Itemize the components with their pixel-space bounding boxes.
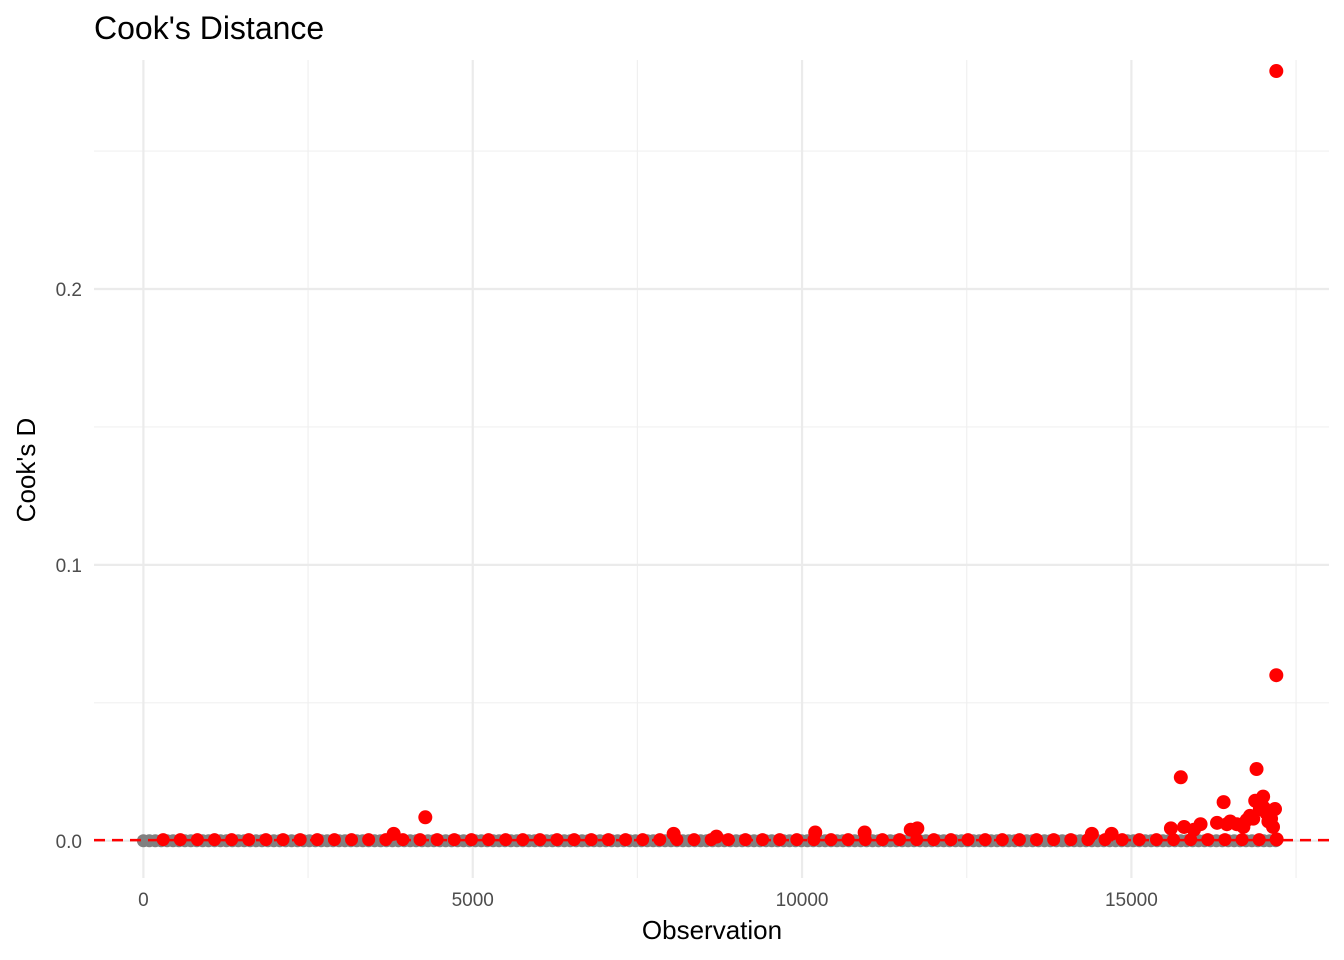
y-tick-label: 0.2: [56, 280, 82, 301]
point-influential: [482, 833, 496, 847]
x-tick-label: 5000: [452, 890, 494, 911]
point-influential: [499, 833, 513, 847]
point-influential: [808, 825, 823, 840]
point-influential: [927, 833, 941, 847]
grid: [94, 60, 1329, 878]
x-tick-label: 10000: [776, 890, 829, 911]
point-influential: [1104, 826, 1119, 841]
point-influential: [584, 833, 598, 847]
point-influential: [1256, 789, 1271, 804]
point-influential: [1266, 819, 1281, 834]
point-influential: [666, 826, 681, 841]
point-influential: [173, 833, 187, 847]
point-influential: [386, 826, 401, 841]
point-influential: [1084, 826, 1099, 841]
point-influential: [841, 833, 855, 847]
point-influential: [857, 825, 872, 840]
point-influential: [1269, 64, 1284, 79]
point-influential: [464, 833, 478, 847]
influential-points: [156, 64, 1284, 847]
point-influential: [1218, 833, 1232, 847]
point-influential: [533, 833, 547, 847]
point-influential: [1235, 833, 1249, 847]
x-tick-label: 0: [138, 890, 149, 911]
point-influential: [1267, 802, 1282, 817]
point-influential: [1193, 817, 1208, 832]
point-influential: [1201, 833, 1215, 847]
point-influential: [910, 821, 925, 836]
point-influential: [190, 833, 204, 847]
x-axis-title: Observation: [642, 915, 782, 945]
point-influential: [225, 833, 239, 847]
x-axis-ticks: 0 5000 10000 15000: [138, 890, 1158, 911]
point-influential: [1269, 668, 1284, 683]
chart-title: Cook's Distance: [94, 10, 324, 46]
point-influential: [875, 833, 889, 847]
point-influential: [1163, 821, 1178, 836]
x-tick-label: 15000: [1105, 890, 1158, 911]
point-influential: [1173, 770, 1188, 785]
point-influential: [550, 833, 564, 847]
point-influential: [1167, 833, 1181, 847]
point-influential: [567, 833, 581, 847]
point-influential: [893, 833, 907, 847]
point-influential: [824, 833, 838, 847]
point-influential: [208, 833, 222, 847]
y-axis-ticks: 0.0 0.1 0.2: [56, 280, 82, 853]
point-influential: [910, 833, 924, 847]
point-influential: [709, 829, 724, 844]
point-influential: [156, 833, 170, 847]
y-tick-label: 0.1: [56, 556, 82, 577]
point-influential: [516, 833, 530, 847]
point-influential: [1249, 762, 1264, 777]
y-tick-label: 0.0: [56, 832, 82, 853]
y-axis-title: Cook's D: [11, 418, 41, 523]
point-influential: [1269, 832, 1284, 847]
point-influential: [1216, 795, 1231, 810]
point-influential: [1252, 833, 1266, 847]
point-influential: [418, 810, 433, 825]
